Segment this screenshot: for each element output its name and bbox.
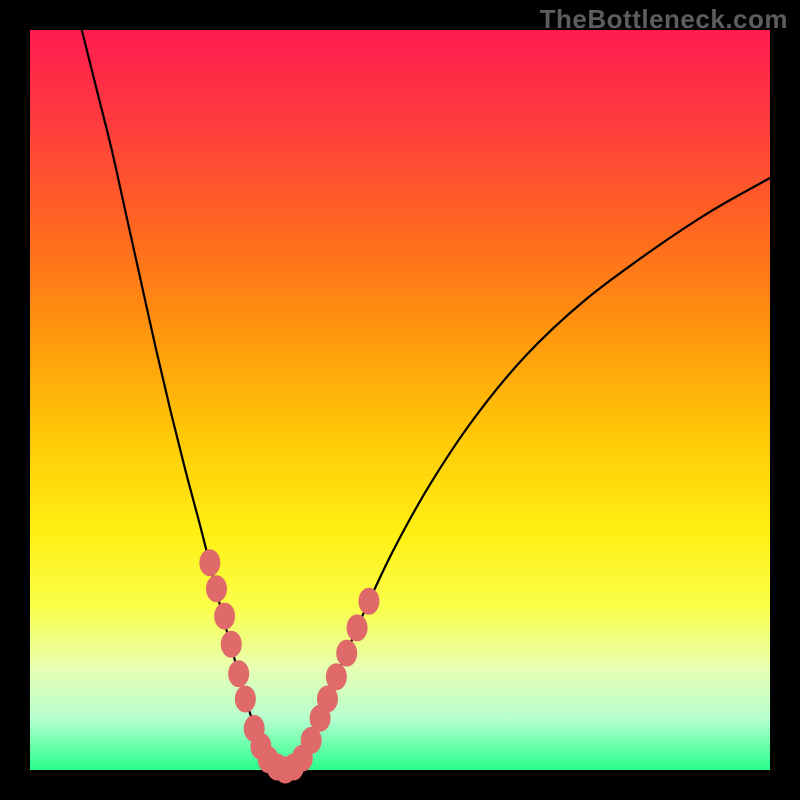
marker-point — [200, 550, 220, 576]
chart-container — [0, 0, 800, 800]
watermark-text: TheBottleneck.com — [540, 4, 788, 35]
marker-point — [215, 603, 235, 629]
plot-gradient-background — [30, 30, 770, 770]
chart-svg — [0, 0, 800, 800]
marker-point — [229, 661, 249, 687]
marker-point — [359, 588, 379, 614]
marker-point — [347, 615, 367, 641]
marker-point — [235, 686, 255, 712]
marker-point — [337, 640, 357, 666]
marker-point — [326, 664, 346, 690]
marker-point — [206, 576, 226, 602]
marker-point — [221, 631, 241, 657]
